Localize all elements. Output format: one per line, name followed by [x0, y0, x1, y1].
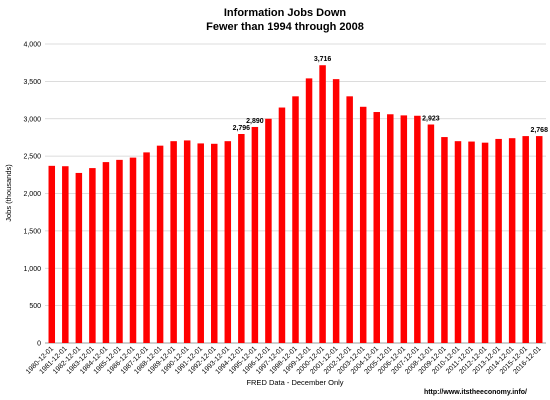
bar	[346, 96, 353, 343]
y-axis-ticks: 0 500 1,000 1,500 2,000 2,500 3,000 3,500 4,000	[23, 42, 41, 348]
chart-title: Information Jobs Down	[224, 7, 347, 19]
bar	[75, 172, 83, 343]
chart-subtitle: Fewer than 1994 through 2008	[206, 21, 364, 33]
bar	[305, 78, 313, 343]
bar	[183, 140, 191, 343]
bar	[454, 141, 462, 343]
y-tick-label: 2,000	[23, 191, 41, 198]
data-label: 2,890	[246, 118, 264, 125]
y-tick-label: 3,000	[23, 116, 41, 123]
bar	[414, 115, 421, 343]
x-axis-ticks: 1980-12-011981-12-011982-12-011983-12-01…	[25, 345, 543, 375]
bar	[102, 162, 110, 343]
bar	[427, 124, 435, 343]
y-tick-label: 1,500	[23, 228, 41, 235]
y-tick-label: 2,500	[23, 154, 41, 161]
bar	[332, 79, 340, 343]
bar	[495, 138, 502, 343]
bar	[535, 136, 543, 343]
bar	[197, 143, 204, 343]
y-tick-label: 1,000	[23, 266, 41, 273]
y-tick-label: 3,500	[23, 79, 41, 86]
bar	[48, 165, 56, 343]
bar	[278, 107, 286, 343]
y-tick-label: 4,000	[23, 42, 41, 49]
bar	[468, 141, 475, 343]
y-tick-label: 500	[29, 303, 41, 310]
bar	[522, 136, 529, 343]
data-label: 2,923	[422, 116, 440, 123]
source-url: http://www.itstheeconomy.info/	[424, 389, 527, 396]
y-axis-title: Jobs (thousands)	[4, 164, 13, 222]
x-axis-title: FRED Data - December Only	[246, 378, 343, 387]
bar	[62, 166, 69, 343]
bars	[48, 65, 543, 344]
bar	[211, 143, 218, 343]
bar	[129, 157, 137, 343]
bar	[116, 159, 123, 343]
bar	[359, 106, 367, 343]
bar	[89, 168, 96, 343]
bar	[224, 141, 232, 343]
bar	[265, 118, 272, 343]
bar	[373, 112, 380, 344]
bar	[170, 141, 177, 343]
y-tick-label: 0	[37, 341, 41, 348]
bar	[481, 142, 489, 343]
bar	[238, 133, 245, 343]
bar	[400, 115, 408, 343]
bar	[251, 126, 259, 343]
bar	[156, 145, 164, 343]
data-label: 3,716	[314, 56, 332, 63]
data-label: 2,768	[530, 127, 548, 134]
bar	[292, 96, 299, 343]
bar	[441, 137, 448, 343]
data-label: 2,796	[233, 125, 251, 132]
bar	[387, 114, 394, 343]
bar	[319, 65, 326, 343]
bar	[143, 152, 150, 343]
bar	[508, 138, 516, 343]
